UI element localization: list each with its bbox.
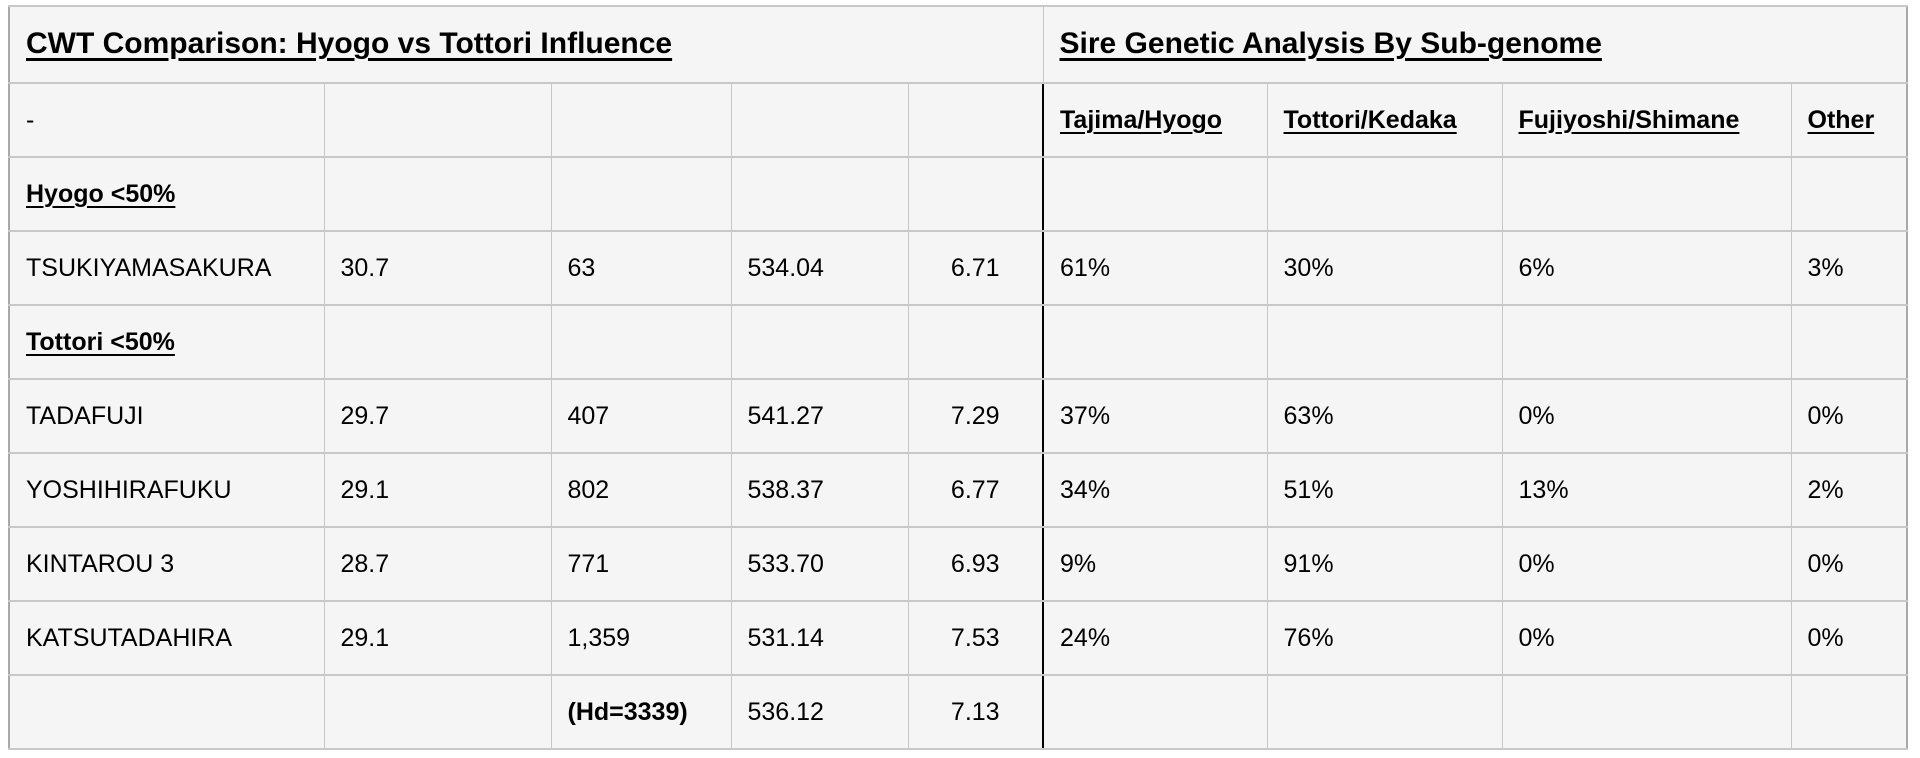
empty-cell [1790, 156, 1908, 232]
empty-cell [323, 156, 552, 232]
empty-cell [550, 304, 732, 380]
fujiyoshi-shimane-pct: 0% [1501, 600, 1792, 676]
weight-value: 534.04 [730, 230, 909, 306]
column-header-tottori-kedaka: Tottori/Kedaka [1266, 82, 1503, 158]
head-count: 1,359 [550, 600, 732, 676]
comparison-tables: CWT Comparison: Hyogo vs Tottori Influen… [8, 5, 1909, 750]
herd-total-label: (Hd=3339) [550, 674, 732, 750]
data-row-kintarou-3: KINTAROU 3 28.7 771 533.70 6.93 9% 91% 0… [8, 526, 1908, 602]
column-header-tajima-hyogo: Tajima/Hyogo [1042, 82, 1268, 158]
cwt-value: 29.1 [323, 452, 552, 528]
cwt-genetics-table: CWT Comparison: Hyogo vs Tottori Influen… [8, 5, 1909, 750]
metric-value: 6.71 [907, 230, 1044, 306]
title-row: CWT Comparison: Hyogo vs Tottori Influen… [8, 5, 1908, 84]
data-row-yoshihirafuku: YOSHIHIRAFUKU 29.1 802 538.37 6.77 34% 5… [8, 452, 1908, 528]
cwt-value: 29.7 [323, 378, 552, 454]
other-pct: 0% [1790, 378, 1908, 454]
empty-cell [1790, 674, 1908, 750]
fujiyoshi-shimane-pct: 0% [1501, 378, 1792, 454]
sire-name: TSUKIYAMASAKURA [8, 230, 325, 306]
empty-cell [323, 304, 552, 380]
empty-cell [1501, 156, 1792, 232]
metric-value: 6.93 [907, 526, 1044, 602]
other-pct: 0% [1790, 600, 1908, 676]
tajima-hyogo-pct: 9% [1042, 526, 1268, 602]
corner-cell: - [8, 82, 325, 158]
empty-cell [1042, 304, 1268, 380]
empty-cell [550, 156, 732, 232]
average-metric: 7.13 [907, 674, 1044, 750]
sire-name: KATSUTADAHIRA [8, 600, 325, 676]
tottori-kedaka-pct: 51% [1266, 452, 1503, 528]
empty-cell [1266, 674, 1503, 750]
column-header-fujiyoshi-shimane: Fujiyoshi/Shimane [1501, 82, 1792, 158]
weight-value: 533.70 [730, 526, 909, 602]
right-table-title: Sire Genetic Analysis By Sub-genome [1042, 5, 1908, 84]
data-row-tsukiyamasakura: TSUKIYAMASAKURA 30.7 63 534.04 6.71 61% … [8, 230, 1908, 306]
tajima-hyogo-pct: 37% [1042, 378, 1268, 454]
metric-value: 6.77 [907, 452, 1044, 528]
section-label: Hyogo <50% [8, 156, 325, 232]
column-header-other: Other [1790, 82, 1908, 158]
weight-value: 531.14 [730, 600, 909, 676]
other-pct: 3% [1790, 230, 1908, 306]
tottori-kedaka-pct: 91% [1266, 526, 1503, 602]
section-row-hyogo: Hyogo <50% [8, 156, 1908, 232]
sire-name: KINTAROU 3 [8, 526, 325, 602]
empty-cell [907, 304, 1044, 380]
fujiyoshi-shimane-pct: 0% [1501, 526, 1792, 602]
empty-cell [1501, 304, 1792, 380]
empty-cell [1042, 674, 1268, 750]
tajima-hyogo-pct: 61% [1042, 230, 1268, 306]
sire-name: TADAFUJI [8, 378, 325, 454]
data-row-tadafuji: TADAFUJI 29.7 407 541.27 7.29 37% 63% 0%… [8, 378, 1908, 454]
empty-cell [8, 674, 325, 750]
summary-row: (Hd=3339) 536.12 7.13 [8, 674, 1908, 750]
tajima-hyogo-pct: 34% [1042, 452, 1268, 528]
empty-cell [730, 156, 909, 232]
empty-cell [323, 82, 552, 158]
fujiyoshi-shimane-pct: 13% [1501, 452, 1792, 528]
metric-value: 7.53 [907, 600, 1044, 676]
sire-name: YOSHIHIRAFUKU [8, 452, 325, 528]
other-pct: 2% [1790, 452, 1908, 528]
tottori-kedaka-pct: 63% [1266, 378, 1503, 454]
empty-cell [1266, 156, 1503, 232]
empty-cell [730, 82, 909, 158]
tottori-kedaka-pct: 30% [1266, 230, 1503, 306]
weight-value: 538.37 [730, 452, 909, 528]
empty-cell [550, 82, 732, 158]
other-pct: 0% [1790, 526, 1908, 602]
cwt-value: 28.7 [323, 526, 552, 602]
empty-cell [323, 674, 552, 750]
cwt-value: 30.7 [323, 230, 552, 306]
fujiyoshi-shimane-pct: 6% [1501, 230, 1792, 306]
left-table-title: CWT Comparison: Hyogo vs Tottori Influen… [8, 5, 1044, 84]
section-label: Tottori <50% [8, 304, 325, 380]
head-count: 771 [550, 526, 732, 602]
tajima-hyogo-pct: 24% [1042, 600, 1268, 676]
empty-cell [907, 82, 1044, 158]
data-row-katsutadahira: KATSUTADAHIRA 29.1 1,359 531.14 7.53 24%… [8, 600, 1908, 676]
section-row-tottori: Tottori <50% [8, 304, 1908, 380]
empty-cell [907, 156, 1044, 232]
cwt-value: 29.1 [323, 600, 552, 676]
average-weight: 536.12 [730, 674, 909, 750]
empty-cell [1790, 304, 1908, 380]
empty-cell [1266, 304, 1503, 380]
empty-cell [1501, 674, 1792, 750]
metric-value: 7.29 [907, 378, 1044, 454]
weight-value: 541.27 [730, 378, 909, 454]
head-count: 802 [550, 452, 732, 528]
empty-cell [1042, 156, 1268, 232]
tottori-kedaka-pct: 76% [1266, 600, 1503, 676]
head-count: 407 [550, 378, 732, 454]
empty-cell [730, 304, 909, 380]
head-count: 63 [550, 230, 732, 306]
column-header-row: - Tajima/Hyogo Tottori/Kedaka Fujiyoshi/… [8, 82, 1908, 158]
